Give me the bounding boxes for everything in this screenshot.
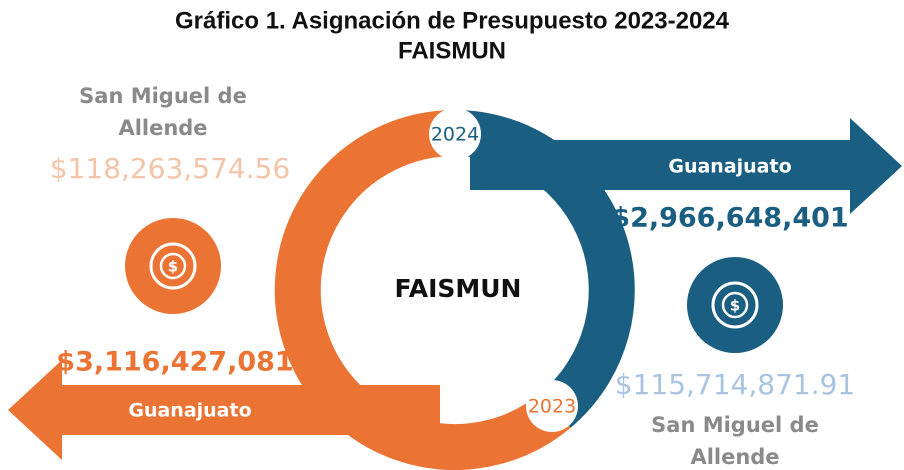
state-amount: $2,966,648,401 <box>611 203 848 234</box>
municipality: San Miguel de <box>79 84 247 108</box>
svg-text:$: $ <box>168 258 178 276</box>
municipality: Allende <box>118 116 207 140</box>
state: Guanajuato <box>128 400 251 422</box>
ring-2024 <box>454 110 635 428</box>
year: 2023 <box>528 396 576 418</box>
municipality-amount: $115,714,871.91 <box>615 368 855 401</box>
money-icon: $ <box>125 218 221 314</box>
title: Gráfico 1. Asignación de Presupuesto 202… <box>175 7 730 34</box>
state: Guanajuato <box>668 156 791 178</box>
center-label: FAISMUN <box>395 274 522 303</box>
municipality: Allende <box>690 445 779 469</box>
year: 2024 <box>431 124 479 146</box>
municipality: San Miguel de <box>651 413 819 437</box>
municipality-amount: $118,263,574.56 <box>50 152 290 185</box>
state-amount: $3,116,427,081 <box>56 347 293 378</box>
ring-2023 <box>274 110 571 470</box>
year-badge <box>429 108 481 160</box>
year-badge <box>526 380 578 432</box>
svg-text:$: $ <box>730 297 740 315</box>
title: FAISMUN <box>398 37 506 64</box>
money-icon: $ <box>687 257 783 353</box>
